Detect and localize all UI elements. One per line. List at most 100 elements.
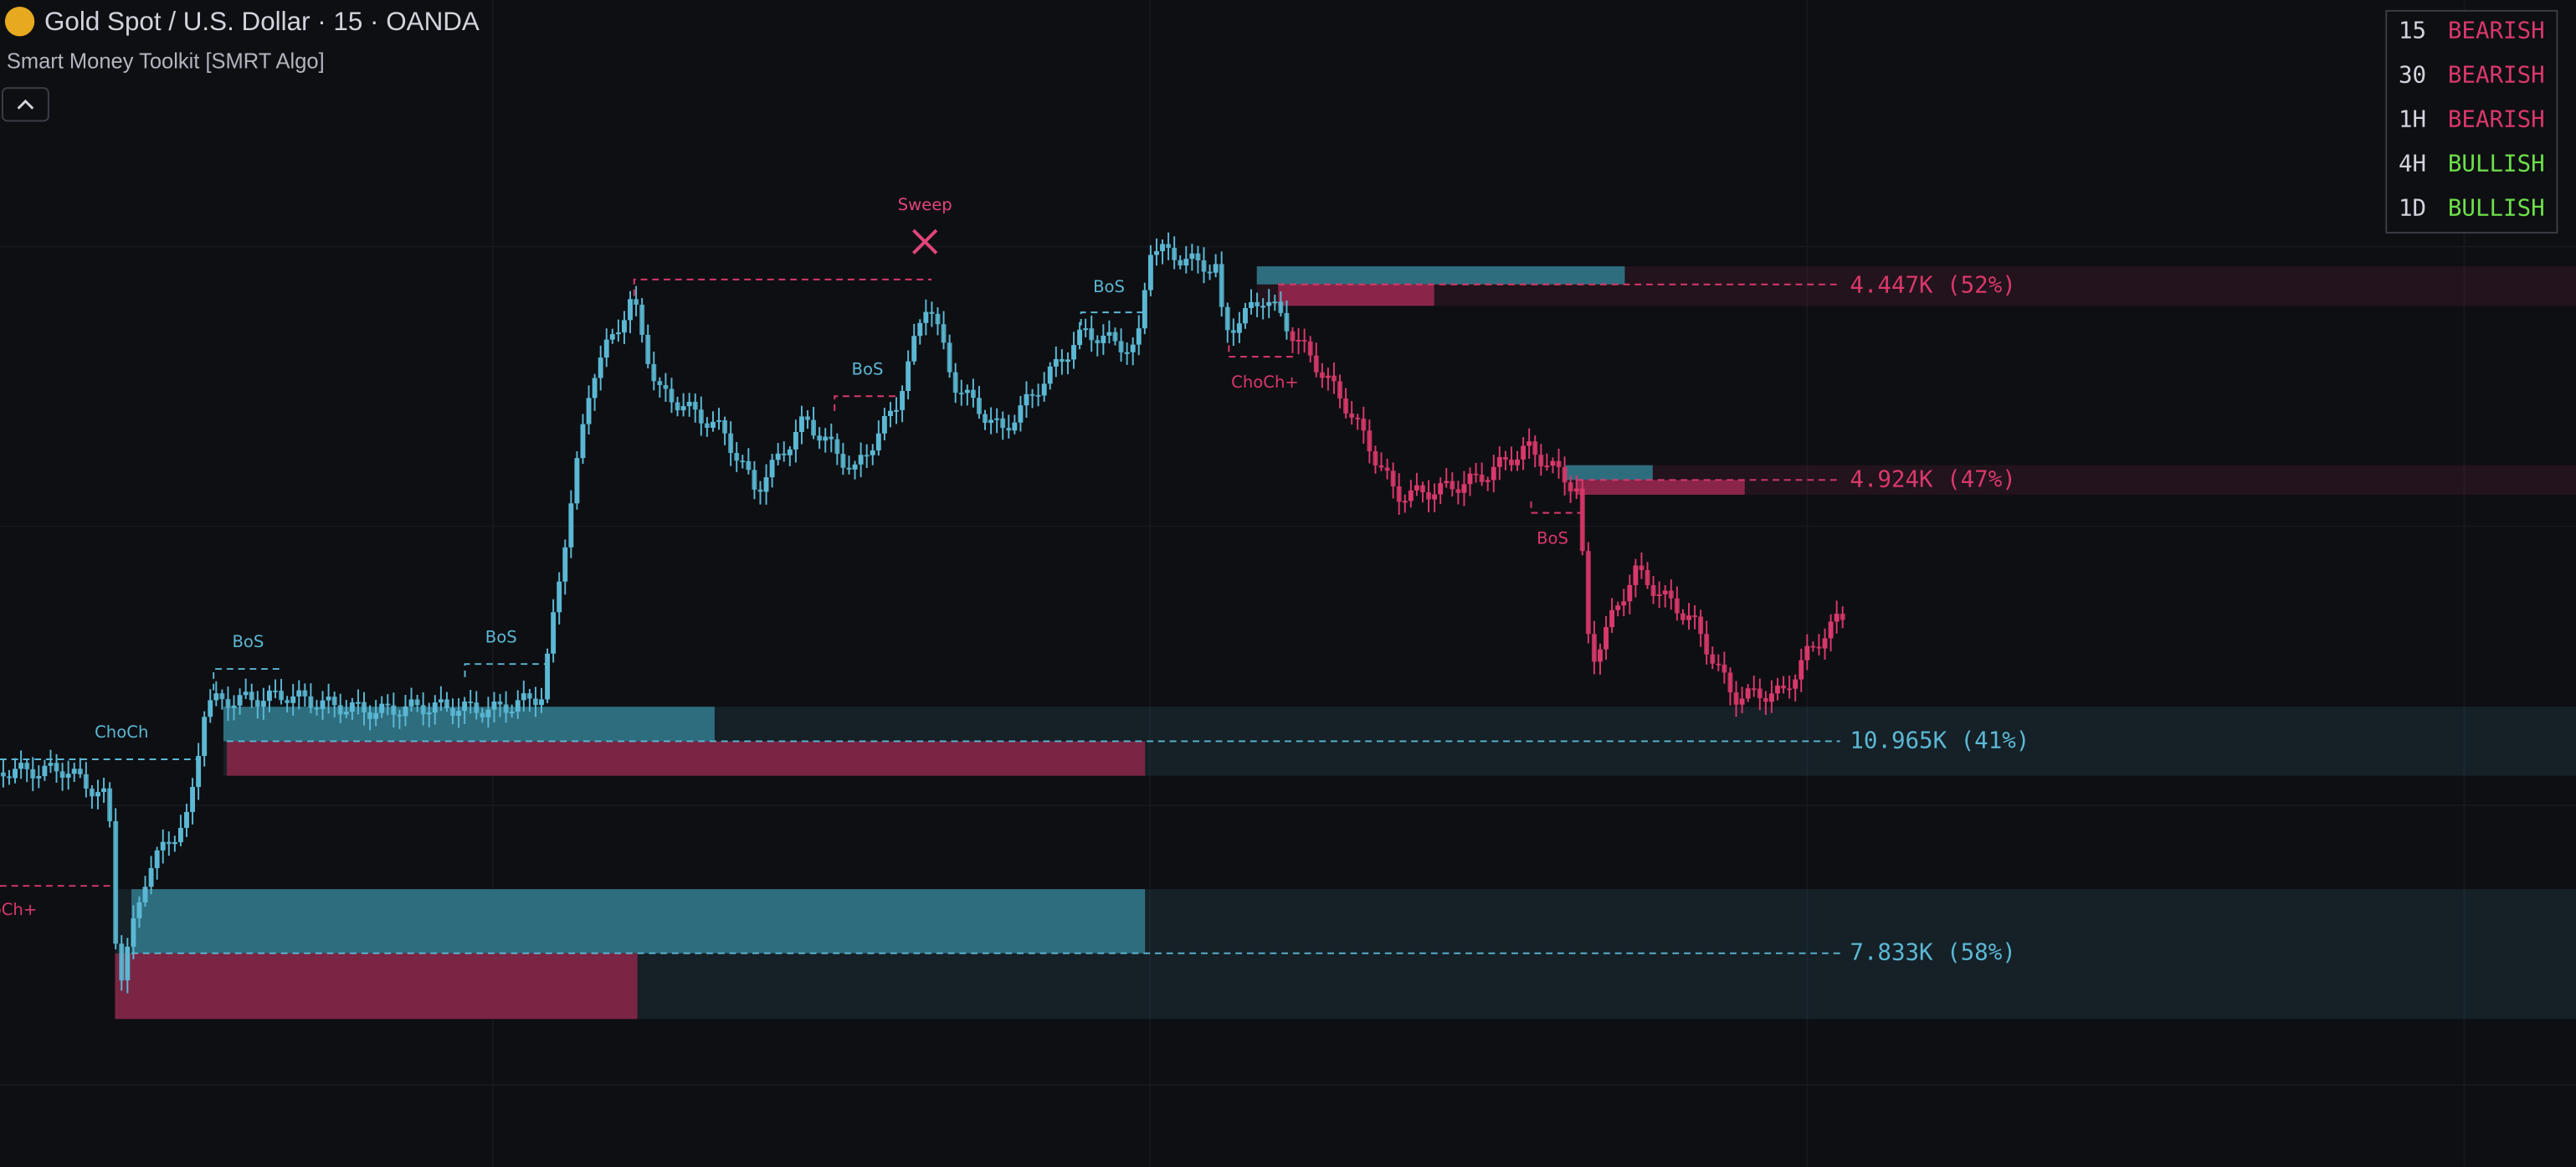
candle-body — [1426, 492, 1431, 500]
candle-body — [355, 702, 361, 704]
candle-body — [1059, 358, 1065, 362]
candle-body — [875, 433, 881, 451]
candle-body — [1272, 301, 1278, 304]
candle-body — [142, 887, 148, 902]
candle-body — [864, 455, 870, 457]
candle-body — [1147, 254, 1153, 290]
candle-body — [1201, 260, 1207, 272]
symbol-title: Gold Spot / U.S. Dollar · 15 · OANDA — [44, 7, 480, 36]
candle-body — [1337, 381, 1342, 398]
collapse-button[interactable] — [1, 87, 49, 122]
candle-body — [1627, 584, 1633, 602]
candle-body — [1544, 465, 1550, 468]
candle-body — [1515, 459, 1520, 465]
candle-body — [1077, 329, 1083, 346]
timeframe: 1D — [2399, 194, 2426, 221]
candle-body — [1650, 584, 1656, 596]
candle-body — [1255, 301, 1260, 306]
candle-body — [958, 393, 964, 395]
candle-body — [42, 765, 48, 777]
candle-body — [1591, 634, 1597, 662]
candle-body — [13, 769, 18, 779]
timeframe: 1H — [2399, 105, 2426, 132]
candle-body — [1402, 501, 1408, 503]
candle-body — [557, 581, 562, 613]
candle-body — [1757, 688, 1763, 698]
candle-body — [1828, 621, 1834, 639]
bos-label: BoS — [485, 627, 517, 646]
candle-body — [1053, 358, 1059, 367]
candle-body — [450, 707, 455, 716]
symbol-icon — [4, 6, 35, 37]
candle-body — [1639, 565, 1645, 570]
candle-body — [308, 696, 314, 708]
candles — [0, 232, 1845, 994]
zone-label: 7.833K (58%) — [1850, 939, 2015, 966]
candle-body — [551, 612, 557, 654]
candle-body — [101, 788, 107, 793]
candle-body — [983, 414, 988, 424]
candle-body — [426, 712, 432, 715]
zone: 4.447K (52%) — [1256, 266, 2576, 306]
candle-body — [1799, 660, 1804, 680]
candle-body — [397, 714, 403, 717]
candle-body — [273, 690, 278, 692]
candle-body — [1562, 466, 1568, 483]
candle-body — [994, 418, 1000, 420]
candle-body — [166, 841, 172, 845]
candle-body — [290, 696, 296, 703]
collapse-icon — [17, 99, 34, 110]
candle-body — [1479, 475, 1485, 482]
sweep-label: Sweep — [898, 195, 952, 214]
candle-body — [1307, 341, 1313, 356]
candle-body — [1615, 605, 1621, 610]
candle-body — [59, 771, 65, 778]
candle-body — [621, 320, 627, 333]
candle-body — [574, 458, 580, 504]
candle-body — [615, 332, 621, 335]
candle-body — [462, 702, 468, 712]
candle-body — [1041, 383, 1047, 396]
candle-body — [219, 693, 225, 700]
trend-status: BEARISH — [2448, 17, 2545, 44]
candle-body — [503, 704, 509, 713]
candle-body — [119, 943, 125, 981]
candle-body — [302, 690, 308, 697]
candle-body — [131, 918, 136, 947]
candle-body — [1361, 419, 1367, 431]
candle-body — [1509, 460, 1514, 465]
candle-body — [634, 299, 639, 305]
candle-body — [1722, 664, 1727, 673]
candle-body — [1768, 693, 1774, 702]
candle-body — [1130, 344, 1136, 352]
candle-body — [686, 401, 692, 407]
candle-body — [24, 763, 30, 769]
dashboard — [2385, 9, 2558, 234]
dashboard-rows: 15 BEARISH 30 BEARISH 1H BEARISH 4H BULLISH 1D BU… — [2399, 17, 2545, 221]
candle-body — [1047, 366, 1053, 384]
candle-body — [331, 697, 337, 706]
candle-body — [775, 453, 781, 460]
candle-body — [154, 850, 160, 868]
candle-body — [1154, 251, 1159, 255]
candle-body — [935, 313, 941, 325]
candle-body — [1024, 393, 1029, 406]
candle-body — [1390, 470, 1396, 486]
candle-body — [823, 436, 829, 441]
candle-body — [373, 712, 379, 719]
candle-body — [1172, 248, 1178, 260]
candle-body — [125, 946, 131, 981]
candle-body — [497, 702, 503, 705]
candle-body — [1278, 301, 1284, 313]
candle-body — [184, 811, 189, 828]
candle-body — [704, 423, 710, 429]
candle-body — [385, 703, 391, 706]
candle-body — [1781, 685, 1786, 689]
candle-body — [177, 827, 183, 842]
candle-body — [1467, 473, 1473, 485]
candle-body — [1183, 259, 1189, 266]
candle-body — [870, 450, 875, 455]
candle-body — [1502, 456, 1508, 460]
candle-body — [1645, 569, 1650, 585]
trend-status: BULLISH — [2448, 194, 2545, 221]
